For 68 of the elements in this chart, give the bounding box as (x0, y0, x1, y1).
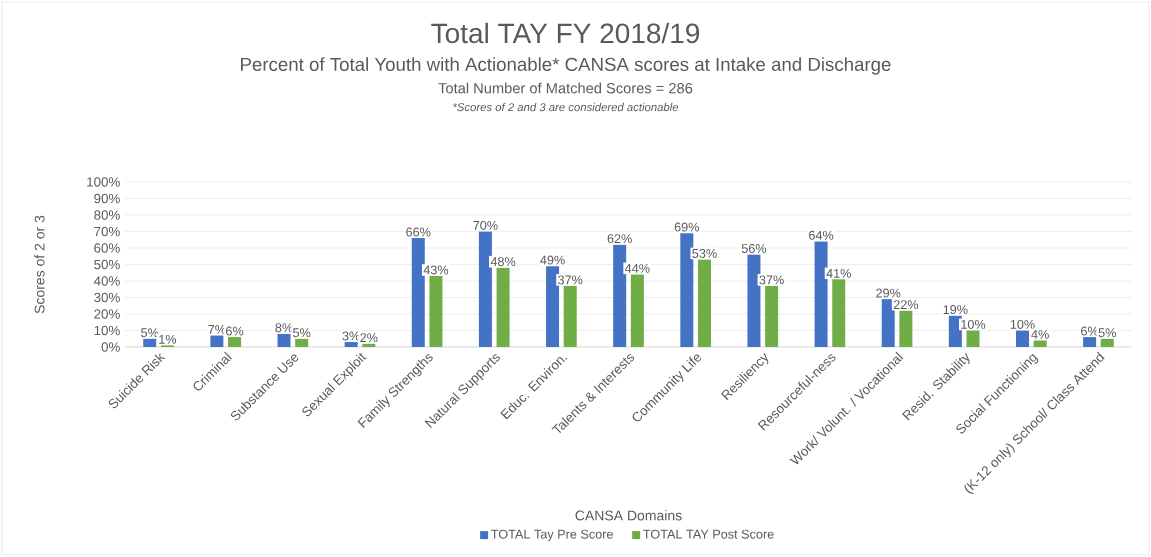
bar (546, 266, 560, 347)
data-label: 7% (208, 324, 226, 334)
bar (1033, 340, 1047, 347)
y-tick-label: 80% (94, 210, 120, 220)
y-tick-label: 50% (94, 259, 120, 270)
text: Total Number of Matched Scores = 286 (438, 82, 693, 94)
bar (429, 276, 443, 347)
y-tick-label: 10% (94, 325, 120, 336)
data-label: 43% (423, 265, 449, 275)
data-label: 19% (943, 305, 968, 315)
data-label: 69% (674, 222, 700, 232)
legend-label: TOTAL Tay Pre Score (491, 529, 613, 542)
data-label: 49% (540, 255, 565, 265)
y-axis-title: Scores of 2 or 3 (34, 215, 45, 314)
bar (765, 285, 779, 347)
bar (411, 238, 425, 347)
bar (344, 342, 358, 347)
data-label: 53% (692, 248, 717, 258)
bar (496, 267, 510, 347)
data-label: 29% (876, 288, 901, 298)
bar (1015, 330, 1029, 347)
y-tick-label: 30% (94, 292, 120, 303)
text: *Scores of 2 and 3 are considered actionable (453, 102, 679, 112)
chart-title: Total TAY FY 2018/19 (431, 22, 700, 44)
data-label: 37% (759, 275, 784, 285)
bar (747, 254, 761, 347)
chart-subtitle: Percent of Total Youth with Actionable* CANSA scores at Intake and Discharge (241, 57, 891, 75)
bar (1100, 338, 1114, 347)
bar (814, 241, 828, 347)
y-tick-label: 70% (94, 226, 120, 237)
data-label: 5% (293, 328, 311, 338)
y-tick-label: 40% (93, 276, 120, 286)
data-label: 10% (1010, 319, 1035, 329)
bar (630, 274, 644, 347)
bar (362, 343, 376, 347)
x-axis-title: CANSA Domains (575, 510, 682, 521)
data-label: 6% (226, 326, 244, 336)
bar (478, 231, 492, 347)
y-tick-label: 90% (94, 193, 120, 204)
data-label: 37% (558, 275, 583, 285)
data-label: 62% (607, 234, 632, 244)
bar (881, 299, 895, 347)
data-label: 41% (826, 268, 851, 278)
bar (295, 338, 309, 347)
bar (697, 259, 711, 347)
data-label: 5% (1098, 328, 1116, 338)
legend-label: TOTAL TAY Post Score (643, 529, 774, 539)
bar (1083, 337, 1097, 347)
data-label: 2% (360, 333, 378, 343)
data-label: 44% (624, 263, 650, 273)
bar (563, 285, 577, 347)
bar (143, 338, 157, 347)
data-label: 10% (961, 319, 986, 329)
y-tick-label: 20% (94, 309, 120, 319)
y-tick-label: 60% (94, 243, 120, 253)
bar (613, 244, 627, 347)
data-label: 64% (809, 230, 834, 240)
data-label: 70% (473, 220, 498, 230)
data-label: 1% (159, 334, 177, 344)
data-label: 66% (406, 227, 431, 237)
y-tick-label: 100% (87, 177, 120, 187)
data-label: 56% (741, 244, 767, 253)
data-label: 48% (490, 257, 516, 267)
data-label: 22% (893, 300, 919, 310)
bar (228, 337, 242, 347)
data-label: 4% (1031, 329, 1049, 339)
y-tick-label: 0% (101, 342, 120, 352)
bar (680, 233, 694, 347)
